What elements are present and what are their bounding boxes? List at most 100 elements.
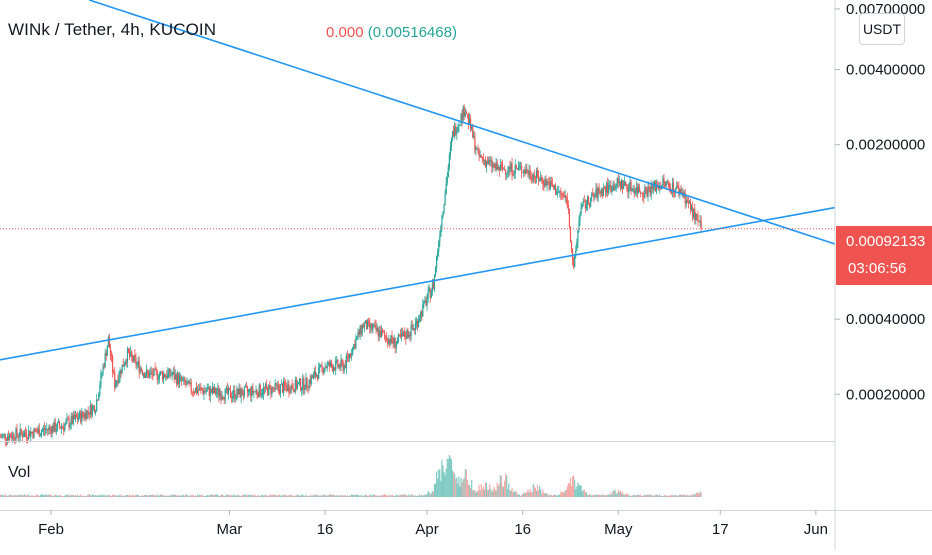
volume-bar xyxy=(697,492,699,497)
candle-body xyxy=(347,356,350,359)
candle-body xyxy=(519,166,522,167)
candle-body xyxy=(100,373,102,387)
volume-bar xyxy=(207,495,209,497)
volume-bar xyxy=(343,495,345,497)
volume-bar xyxy=(527,489,529,497)
volume-bar xyxy=(599,494,601,497)
volume-bar xyxy=(290,495,292,497)
volume-bar xyxy=(241,494,243,497)
candle-body xyxy=(156,370,158,380)
volume-bar xyxy=(420,495,422,497)
candle-body xyxy=(276,384,278,386)
candle-body xyxy=(645,187,647,190)
volume-bar xyxy=(50,494,52,497)
candle-body xyxy=(538,175,540,181)
candle-body xyxy=(330,362,333,366)
volume-bar xyxy=(431,491,433,497)
candle-body xyxy=(70,416,72,425)
candle-body xyxy=(335,360,337,371)
volume-bar xyxy=(677,495,679,497)
candle-body xyxy=(516,168,518,170)
candle-body xyxy=(461,113,463,121)
volume-bar xyxy=(410,494,412,497)
volume-bar xyxy=(130,495,132,497)
candle-body xyxy=(84,412,86,418)
volume-bar xyxy=(618,492,620,497)
volume-bar xyxy=(302,494,304,497)
candle-body xyxy=(62,426,64,428)
candle-body xyxy=(604,189,607,193)
volume-bar xyxy=(508,483,510,497)
candle-body xyxy=(207,387,209,390)
volume-bar xyxy=(106,495,108,497)
volume-bar xyxy=(492,490,494,497)
candle-body xyxy=(664,181,666,187)
volume-bar xyxy=(224,495,226,497)
volume-bar xyxy=(540,489,542,497)
volume-bar xyxy=(233,494,235,497)
candle-body xyxy=(426,298,428,306)
volume-bar xyxy=(653,495,656,497)
volume-bar xyxy=(383,494,386,497)
candle-body xyxy=(33,428,35,438)
candle-body xyxy=(227,388,230,394)
candle-body xyxy=(51,426,53,435)
volume-bar xyxy=(122,496,124,497)
candle-body xyxy=(280,384,283,385)
candle-body xyxy=(90,405,92,415)
candle-body xyxy=(334,367,336,371)
candle-body xyxy=(613,184,615,190)
volume-bar xyxy=(670,494,672,497)
candle-body xyxy=(264,384,267,389)
candle-body xyxy=(86,410,88,420)
volume-bar xyxy=(256,495,258,497)
volume-bar xyxy=(173,494,175,497)
volume-bar xyxy=(597,495,599,497)
candle-body xyxy=(181,376,183,381)
candle-body xyxy=(429,288,431,298)
candle-body xyxy=(644,187,646,198)
candle-body xyxy=(442,211,444,216)
candle-body xyxy=(97,399,99,401)
candle-body xyxy=(558,191,560,193)
candle-body xyxy=(404,331,406,338)
volume-bar xyxy=(332,494,335,497)
candle-body xyxy=(393,337,395,344)
candle-body xyxy=(596,188,598,199)
volume-bar xyxy=(166,495,168,497)
candle-body xyxy=(340,359,342,368)
candle-body xyxy=(403,331,405,336)
volume-bar xyxy=(458,476,460,497)
volume-bar xyxy=(27,494,29,497)
volume-bar xyxy=(693,494,695,497)
volume-bar xyxy=(562,491,564,497)
volume-bar xyxy=(362,496,364,497)
volume-bar xyxy=(242,495,244,497)
candle-body xyxy=(326,363,328,368)
candle-body xyxy=(649,189,651,195)
trendline-layer xyxy=(0,0,836,361)
candle-body xyxy=(651,183,653,190)
candle-body xyxy=(665,182,667,187)
currency-button[interactable]: USDT xyxy=(859,13,905,45)
volume-bar xyxy=(33,496,35,497)
volume-bar xyxy=(322,495,324,497)
volume-bar xyxy=(671,495,674,497)
volume-bar xyxy=(157,494,159,497)
volume-bar xyxy=(591,495,593,497)
candle-body xyxy=(344,365,346,368)
candle-body xyxy=(598,187,600,192)
candle-body xyxy=(205,391,207,393)
volume-bar xyxy=(187,496,189,497)
candle-body xyxy=(342,362,344,371)
candle-body xyxy=(617,178,619,184)
candle-body xyxy=(507,171,509,174)
volume-bar xyxy=(226,495,228,497)
candle-body xyxy=(422,304,424,317)
candle-body xyxy=(592,193,594,196)
volume-bar xyxy=(491,491,493,497)
volume-bar xyxy=(150,494,152,497)
volume-bar xyxy=(309,495,311,497)
